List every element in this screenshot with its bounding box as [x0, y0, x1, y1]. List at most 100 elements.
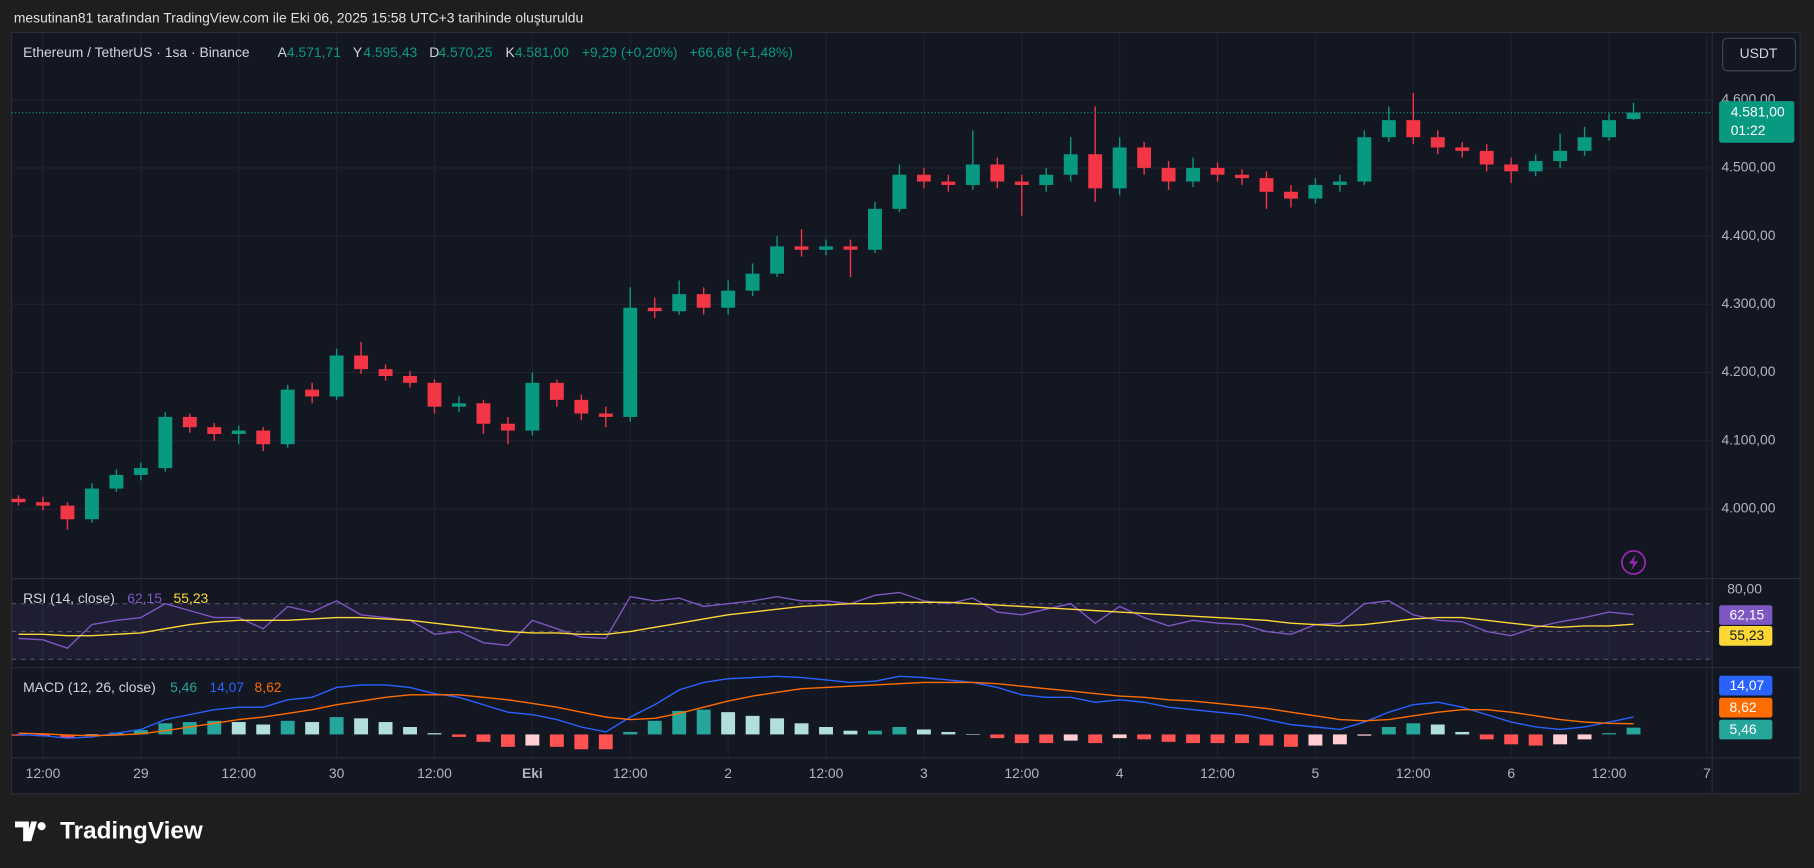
histogram-bar: [623, 731, 638, 735]
x-tick-label: 3: [920, 765, 928, 781]
x-tick-label: 2: [724, 765, 732, 781]
histogram-bar: [598, 734, 613, 750]
y-tick-label: 4.400,00: [1721, 227, 1775, 243]
candle-body: [868, 208, 882, 250]
ohlc-key: A: [278, 44, 288, 60]
histogram-bar: [403, 726, 417, 735]
histogram-bar: [1210, 734, 1225, 744]
histogram-bar: [1504, 734, 1519, 745]
signal-value: 8,62: [255, 679, 282, 695]
histogram-bar: [1553, 734, 1568, 745]
candle-body: [1577, 137, 1592, 151]
rsi-title: RSI (14, close): [23, 590, 115, 606]
candle-body: [1186, 167, 1201, 182]
x-tick-label: 29: [133, 765, 149, 781]
histogram-bar: [721, 712, 736, 735]
y-tick-label: 4.200,00: [1721, 363, 1775, 379]
histogram-bar: [1161, 734, 1176, 742]
macd-line: [18, 681, 1634, 737]
alert-icon[interactable]: [1621, 549, 1646, 575]
x-tick-label: 12:00: [1396, 765, 1431, 781]
histogram-bar: [280, 720, 295, 735]
candle-body: [500, 423, 515, 431]
candle-body: [1063, 154, 1078, 175]
candle-body: [354, 355, 369, 370]
value-box-label: 14,07: [1730, 677, 1765, 693]
candle-body: [745, 273, 760, 291]
value-box: [1719, 675, 1773, 696]
x-tick-label: 7: [1703, 765, 1711, 781]
candle-body: [819, 246, 833, 250]
histogram-bar: [1308, 734, 1323, 746]
histogram-bar: [1626, 727, 1641, 735]
candle-body: [305, 389, 320, 397]
last-price-box: [1719, 101, 1795, 143]
candle-body: [1430, 137, 1445, 148]
histogram-bar: [1577, 734, 1592, 740]
value-box-label: 62,15: [1730, 606, 1765, 622]
candle-body: [1626, 112, 1641, 119]
rsi-ma-value: 55,23: [174, 590, 209, 606]
value-box-label: 55,23: [1730, 627, 1765, 643]
candle-body: [1259, 178, 1274, 192]
histogram-bar: [1528, 734, 1543, 746]
histogram-bar: [133, 730, 148, 735]
histogram-bar: [60, 734, 75, 738]
histogram-bar: [1455, 731, 1470, 735]
histogram-bar: [500, 734, 515, 747]
histogram-bar: [476, 734, 491, 742]
candle-body: [476, 403, 491, 424]
ohlc-key: D: [429, 44, 439, 60]
candle-body: [574, 399, 589, 414]
candle-body: [133, 468, 148, 475]
histogram-bar: [1381, 726, 1396, 735]
y-tick-label: 4.500,00: [1721, 159, 1775, 175]
histogram-bar: [305, 722, 320, 735]
histogram-bar: [378, 722, 393, 735]
candle-body: [1455, 147, 1470, 151]
histogram-bar: [1259, 734, 1274, 746]
y-tick-label: 80,00: [1727, 580, 1762, 596]
candle-body: [892, 174, 907, 209]
histogram-bar: [1284, 734, 1298, 747]
value-box-label: 5,46: [1730, 721, 1757, 737]
candle-body: [1381, 120, 1396, 138]
candle-body: [721, 290, 736, 308]
candle-body: [672, 294, 687, 312]
candle-body: [1284, 191, 1298, 199]
currency[interactable]: USDT: [1740, 45, 1778, 61]
histogram-bar: [452, 734, 466, 737]
histogram-bar: [868, 730, 882, 735]
x-tick-label: 6: [1507, 765, 1515, 781]
macd-line: [18, 675, 1634, 739]
grid: [11, 32, 1713, 758]
candle-body: [158, 416, 173, 469]
histogram-bar: [965, 734, 980, 735]
candle-body: [965, 164, 980, 185]
x-tick-label: 12:00: [26, 765, 61, 781]
candle-body: [794, 246, 809, 250]
candle-body: [1112, 147, 1127, 189]
brand-logo-dot: [37, 822, 46, 831]
candle-body: [647, 307, 662, 312]
candle-body: [916, 174, 931, 182]
candle-body: [941, 181, 956, 185]
alert-icon-bolt: [1628, 554, 1639, 571]
value-box: [1719, 605, 1773, 625]
histogram-bar: [574, 734, 589, 750]
candle-body: [11, 498, 26, 503]
candle-body: [329, 355, 344, 397]
histogram-bar: [158, 723, 173, 735]
histogram-bar: [794, 723, 809, 735]
histogram-bar: [1332, 734, 1347, 745]
histogram-value: 5,46: [170, 679, 197, 695]
rsi-value: 62,15: [127, 590, 162, 606]
candle-body: [1504, 164, 1519, 172]
histogram-bar: [696, 709, 711, 735]
macd-value: 14,07: [209, 679, 244, 695]
currency-button[interactable]: [1722, 37, 1797, 72]
histogram-bar: [843, 730, 858, 735]
change: +9,29 (+0,20%): [582, 44, 678, 60]
